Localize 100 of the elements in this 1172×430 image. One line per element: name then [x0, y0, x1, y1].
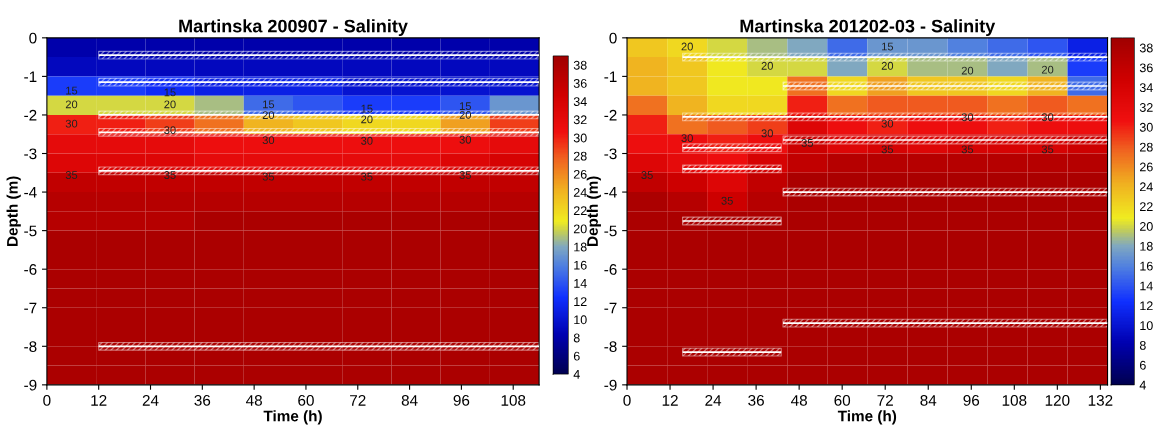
annotation: 15 [459, 102, 471, 111]
color-bar-label: 4 [1139, 380, 1146, 390]
color-bar-label: 26 [1139, 162, 1153, 172]
color-bar-label: 8 [573, 333, 580, 343]
annotation: 15 [882, 42, 894, 51]
annotation: 30 [361, 136, 373, 145]
chart-title: Martinska 200907 - Salinity [179, 19, 408, 37]
annotation: 35 [961, 145, 974, 154]
x-tick-label: 120 [1045, 394, 1070, 406]
color-bar-label: 30 [573, 133, 587, 143]
x-tick-label: 84 [401, 394, 418, 406]
annotation: 20 [361, 115, 373, 124]
color-bar-label: 34 [1139, 83, 1153, 93]
annotation: 35 [641, 171, 653, 179]
annotation: 30 [761, 129, 773, 138]
annotation: 15 [66, 86, 78, 95]
annotation: 30 [459, 135, 472, 144]
x-tick-label: 60 [834, 394, 851, 406]
annotation: 20 [164, 100, 176, 109]
annotation: 30 [65, 119, 78, 128]
color-bar-label: 10 [574, 315, 587, 325]
x-tick-label: 60 [298, 394, 314, 406]
annotation: 35 [721, 196, 733, 205]
color-bar-label: 32 [1139, 103, 1153, 112]
annotation: 35 [164, 171, 176, 179]
color-bar-label: 6 [573, 351, 580, 361]
y-axis-title: Depth (m) [586, 176, 601, 246]
annotation: 15 [263, 100, 275, 109]
x-tick-label: 36 [748, 394, 764, 406]
color-bar-label: 12 [574, 297, 587, 306]
annotation: 20 [761, 61, 773, 70]
y-tick-label: -4 [604, 187, 617, 198]
annotation: 20 [681, 42, 693, 51]
color-bar-label: 20 [1139, 222, 1153, 231]
y-tick-label: -5 [24, 225, 37, 237]
color-bar-label: 22 [573, 206, 587, 215]
color-bar-label: 20 [573, 224, 587, 234]
y-tick-label: -6 [24, 264, 37, 275]
x-tick-label: 24 [142, 394, 159, 406]
annotation: 35 [361, 172, 373, 181]
x-tick-label: 96 [453, 394, 470, 406]
color-bar-label: 26 [573, 169, 587, 179]
y-tick-label: -4 [24, 187, 37, 198]
x-tick-label: 12 [662, 394, 678, 406]
color-bar-label: 4 [573, 370, 580, 379]
color-bar-label: 36 [1139, 63, 1153, 73]
color-bar-label: 16 [1140, 261, 1153, 271]
annotation: 30 [881, 119, 894, 128]
y-tick-label: -8 [604, 341, 617, 352]
color-bar-label: 24 [573, 188, 587, 197]
annotation: 30 [262, 136, 275, 145]
color-bar-label: 6 [1139, 360, 1146, 370]
y-tick-label: -9 [604, 379, 617, 391]
x-tick-label: 24 [705, 394, 722, 406]
x-tick-label: 108 [1002, 394, 1027, 406]
annotation: 35 [881, 145, 894, 154]
y-tick-label: -8 [24, 341, 37, 352]
color-bar-label: 34 [573, 97, 587, 107]
annotation: 15 [361, 104, 373, 113]
x-tick-label: 0 [43, 394, 51, 406]
color-bar-label: 22 [1139, 202, 1153, 211]
y-tick-label: -3 [604, 148, 617, 160]
y-tick-label: 0 [29, 32, 37, 44]
color-bar-label: 36 [573, 78, 587, 88]
y-tick-label: -7 [604, 302, 617, 314]
y-tick-label: -1 [604, 71, 617, 82]
color-bar-label: 28 [573, 151, 587, 161]
y-tick-label: -6 [604, 264, 617, 275]
color-bar-label: 10 [1140, 321, 1153, 331]
y-tick-label: -2 [604, 109, 617, 121]
annotation: 15 [164, 88, 176, 97]
y-tick-label: -5 [604, 225, 617, 237]
color-bar-label: 8 [1139, 340, 1146, 350]
color-bar-label: 18 [1140, 241, 1153, 251]
annotation: 20 [961, 66, 974, 75]
x-tick-label: 108 [501, 394, 526, 406]
x-tick-label: 132 [1088, 394, 1113, 406]
x-tick-label: 12 [91, 394, 107, 406]
x-tick-label: 48 [791, 394, 807, 406]
x-tick-label: 72 [877, 394, 893, 406]
color-bar-label: 38 [1139, 43, 1153, 53]
annotation: 35 [1041, 145, 1054, 154]
x-tick-label: 48 [245, 394, 262, 406]
color-bar-label: 38 [573, 60, 587, 70]
x-tick-label: 84 [920, 394, 937, 406]
color-bar-label: 18 [574, 242, 587, 252]
x-tick-label: 72 [350, 394, 366, 406]
color-bar-label: 24 [1139, 182, 1153, 192]
annotation: 35 [65, 171, 78, 179]
y-tick-label: -3 [24, 148, 37, 160]
color-bar-label: 30 [1139, 122, 1153, 132]
y-tick-label: -1 [24, 71, 37, 82]
annotation: 20 [881, 61, 894, 70]
x-tick-label: 36 [194, 394, 211, 406]
color-bar-label: 14 [1140, 281, 1153, 291]
color-bar-label: 14 [574, 279, 587, 288]
annotation: 35 [801, 138, 814, 147]
annotation: 20 [65, 100, 78, 109]
annotation: 35 [459, 171, 471, 179]
y-tick-label: 0 [609, 32, 617, 44]
